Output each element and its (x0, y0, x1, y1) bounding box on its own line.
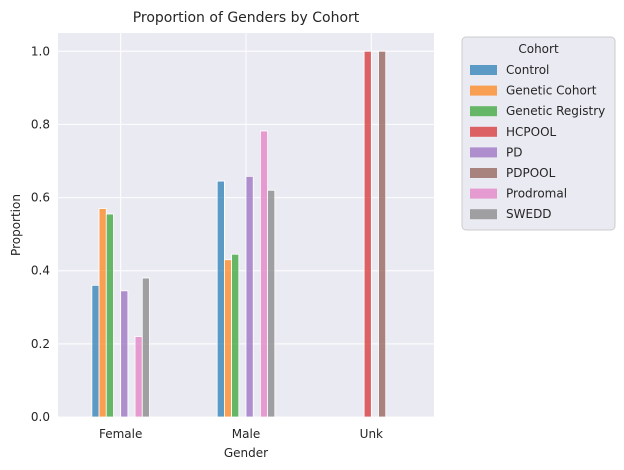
legend-box (461, 36, 616, 231)
legend-swatch (470, 126, 497, 137)
y-axis-ticks: 0.0 0.2 0.4 0.6 0.8 1.0 (31, 44, 50, 424)
bar (259, 130, 268, 418)
bar (141, 277, 150, 418)
legend-items: Control Genetic Cohort Genetic Registry HCP… (470, 63, 605, 221)
legend-label: PD (506, 145, 522, 159)
legend-swatch (470, 168, 497, 178)
y-tick-label: 0.0 (31, 410, 50, 424)
y-tick-label: 0.4 (31, 264, 50, 278)
bar (231, 253, 240, 418)
y-tick-label: 0.2 (31, 337, 50, 351)
y-tick-label: 0.8 (31, 117, 50, 131)
legend-label: Genetic Cohort (506, 84, 597, 98)
bar (363, 50, 372, 418)
bar (120, 290, 129, 418)
bar (245, 175, 254, 418)
legend-label: Control (506, 63, 549, 77)
legend: Cohort Control Genetic Cohort Genetic Regi… (461, 36, 616, 231)
legend-title: Cohort (518, 42, 559, 56)
legend-swatch (470, 188, 497, 199)
legend-swatch (470, 209, 497, 220)
bar (267, 189, 276, 418)
legend-swatch (470, 65, 497, 75)
y-tick-label: 0.6 (31, 191, 50, 205)
x-tick-label: Unk (360, 427, 383, 441)
bars (91, 50, 387, 418)
legend-swatch (470, 85, 497, 96)
bar (105, 213, 114, 418)
legend-label: HCPOOL (506, 125, 557, 139)
bar (98, 208, 107, 418)
x-axis-label: Gender (224, 446, 268, 460)
legend-swatch (470, 147, 497, 158)
legend-swatch (470, 106, 497, 117)
bar (223, 259, 232, 418)
bar (216, 180, 225, 418)
y-tick-label: 1.0 (31, 44, 50, 58)
legend-label: Genetic Registry (506, 104, 605, 118)
bar (378, 50, 387, 418)
chart-title: Proportion of Genders by Cohort (133, 10, 360, 26)
legend-label: Prodromal (506, 187, 567, 201)
x-tick-label: Female (99, 427, 142, 441)
legend-label: SWEDD (506, 207, 552, 221)
x-tick-label: Male (232, 427, 260, 441)
bar (134, 336, 143, 418)
legend-label: PDPOOL (506, 166, 556, 180)
x-axis-ticks: Female Male Unk (99, 427, 383, 441)
bar (91, 284, 100, 418)
y-axis-label: Proportion (9, 194, 23, 256)
